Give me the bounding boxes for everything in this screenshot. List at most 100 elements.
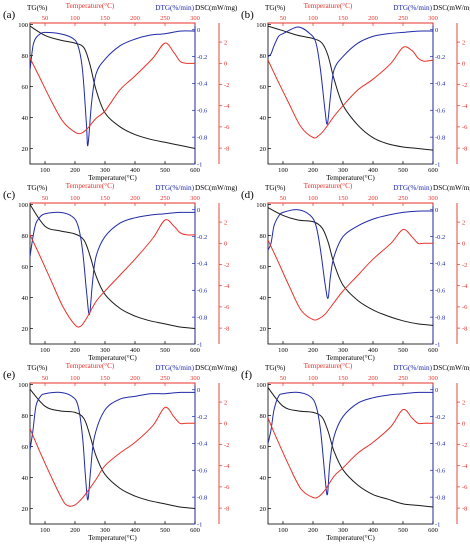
dtg-curve bbox=[30, 30, 195, 147]
plot-frame bbox=[29, 202, 196, 345]
tg-axis-title: TG(%) bbox=[265, 364, 286, 372]
dtg-tick-label: 0 bbox=[435, 27, 438, 34]
dsc-tick-label: -4 bbox=[462, 103, 468, 110]
dtg-tick-label: -0.6 bbox=[197, 108, 208, 115]
dtg-tick-label: 0 bbox=[197, 27, 200, 34]
tg-tick-label: 80 bbox=[260, 53, 267, 60]
tg-tick-label: 40 bbox=[260, 115, 267, 122]
dsc-tick-label: -4 bbox=[224, 463, 230, 470]
plot-frame bbox=[267, 202, 434, 345]
bottom-tick-label: 200 bbox=[70, 347, 80, 354]
top-tick-label: 300 bbox=[428, 15, 438, 22]
bottom-tick-label: 100 bbox=[278, 347, 288, 354]
dtg-tick-label: -0.2 bbox=[435, 414, 445, 421]
top-tick-label: 100 bbox=[70, 15, 80, 22]
bottom-tick-label: 500 bbox=[160, 167, 170, 174]
tg-curve bbox=[30, 388, 195, 509]
dtg-tick-label: -0.4 bbox=[197, 81, 208, 88]
bottom-tick-label: 300 bbox=[338, 527, 348, 534]
tg-tick-label: 20 bbox=[260, 506, 267, 513]
bottom-tick-label: 600 bbox=[428, 527, 438, 534]
top-temperature-title: Temperature(°C) bbox=[66, 182, 115, 190]
dtg-curve bbox=[268, 209, 433, 299]
dsc-tick-label: -8 bbox=[224, 325, 229, 332]
dtg-tick-label: -1 bbox=[197, 521, 202, 528]
dsc-tick-label: -6 bbox=[224, 304, 230, 311]
top-tick-label: 50 bbox=[280, 15, 287, 22]
dtg-tick-label: -0.6 bbox=[197, 288, 208, 295]
top-tick-label: 100 bbox=[308, 375, 318, 382]
bottom-tick-label: 300 bbox=[338, 167, 348, 174]
dsc-tick-label: 0 bbox=[224, 421, 227, 428]
tg-tick-label: 100 bbox=[18, 202, 28, 209]
tg-tick-label: 60 bbox=[260, 444, 267, 451]
plot-frame bbox=[267, 22, 434, 165]
dsc-axis-title: DSC(mW/mg) bbox=[195, 364, 238, 372]
panel-label: (c) bbox=[3, 189, 16, 201]
dsc-curve bbox=[30, 406, 195, 507]
dtg-tick-label: -0.2 bbox=[197, 234, 207, 241]
plot-frame bbox=[29, 382, 196, 525]
dtg-tick-label: -1 bbox=[435, 521, 440, 528]
dtg-tick-label: 0 bbox=[435, 207, 438, 214]
dtg-tick-label: -0.4 bbox=[435, 261, 446, 268]
panel-label: (b) bbox=[241, 9, 254, 21]
dtg-tick-label: -0.8 bbox=[197, 314, 207, 321]
dtg-axis-title: DTG(%/min) bbox=[155, 4, 194, 12]
panel-label: (d) bbox=[241, 189, 254, 201]
top-tick-label: 250 bbox=[160, 195, 170, 202]
dsc-tick-label: -4 bbox=[462, 463, 468, 470]
top-tick-label: 300 bbox=[190, 15, 200, 22]
top-tick-label: 100 bbox=[308, 15, 318, 22]
tg-tick-label: 60 bbox=[260, 264, 267, 271]
bottom-tick-label: 200 bbox=[308, 167, 318, 174]
tg-axis-title: TG(%) bbox=[265, 184, 286, 192]
dtg-tick-label: 0 bbox=[197, 207, 200, 214]
dsc-tick-label: 2 bbox=[462, 39, 465, 46]
bottom-tick-label: 400 bbox=[130, 347, 140, 354]
dsc-tick-label: -4 bbox=[224, 283, 230, 290]
top-tick-label: 200 bbox=[368, 375, 378, 382]
dsc-tick-label: 0 bbox=[462, 61, 465, 68]
dsc-axis-title: DSC(mW/mg) bbox=[195, 4, 238, 12]
tg-axis-title: TG(%) bbox=[27, 184, 48, 192]
top-tick-label: 300 bbox=[190, 195, 200, 202]
dtg-tick-label: -1 bbox=[197, 161, 202, 168]
dtg-tick-label: -0.4 bbox=[435, 81, 446, 88]
dtg-tick-label: -0.4 bbox=[197, 261, 208, 268]
top-tick-label: 50 bbox=[280, 195, 287, 202]
tg-curve bbox=[268, 25, 433, 151]
bottom-tick-label: 300 bbox=[100, 167, 110, 174]
bottom-temperature-title: Temperature(°C) bbox=[88, 534, 137, 542]
dsc-tick-label: -2 bbox=[224, 442, 229, 449]
dtg-tick-label: -0.2 bbox=[197, 414, 207, 421]
tg-tick-label: 40 bbox=[260, 295, 267, 302]
dsc-tick-label: -2 bbox=[462, 262, 467, 269]
dsc-axis-title: DSC(mW/mg) bbox=[433, 184, 470, 192]
top-temperature-title: Temperature(°C) bbox=[66, 2, 115, 10]
top-tick-label: 300 bbox=[428, 195, 438, 202]
tg-axis-title: TG(%) bbox=[265, 4, 286, 12]
dsc-tick-label: -6 bbox=[462, 304, 468, 311]
dsc-tick-label: -8 bbox=[462, 145, 467, 152]
dtg-tick-label: -0.6 bbox=[435, 468, 446, 475]
top-tick-label: 200 bbox=[368, 15, 378, 22]
top-tick-label: 300 bbox=[190, 375, 200, 382]
bottom-tick-label: 200 bbox=[308, 347, 318, 354]
dtg-tick-label: -0.6 bbox=[435, 108, 446, 115]
bottom-tick-label: 600 bbox=[190, 167, 200, 174]
dtg-tick-label: -0.4 bbox=[435, 441, 446, 448]
bottom-temperature-title: Temperature(°C) bbox=[88, 354, 137, 362]
panel-label: (e) bbox=[3, 369, 16, 381]
dsc-tick-label: -8 bbox=[462, 505, 467, 512]
tg-tick-label: 40 bbox=[22, 115, 29, 122]
dtg-tick-label: -0.8 bbox=[435, 494, 445, 501]
top-temperature-title: Temperature(°C) bbox=[66, 362, 115, 370]
bottom-tick-label: 300 bbox=[100, 527, 110, 534]
tg-tick-label: 20 bbox=[22, 326, 29, 333]
dsc-tick-label: -2 bbox=[224, 82, 229, 89]
tg-tick-label: 20 bbox=[22, 506, 29, 513]
top-tick-label: 100 bbox=[308, 195, 318, 202]
